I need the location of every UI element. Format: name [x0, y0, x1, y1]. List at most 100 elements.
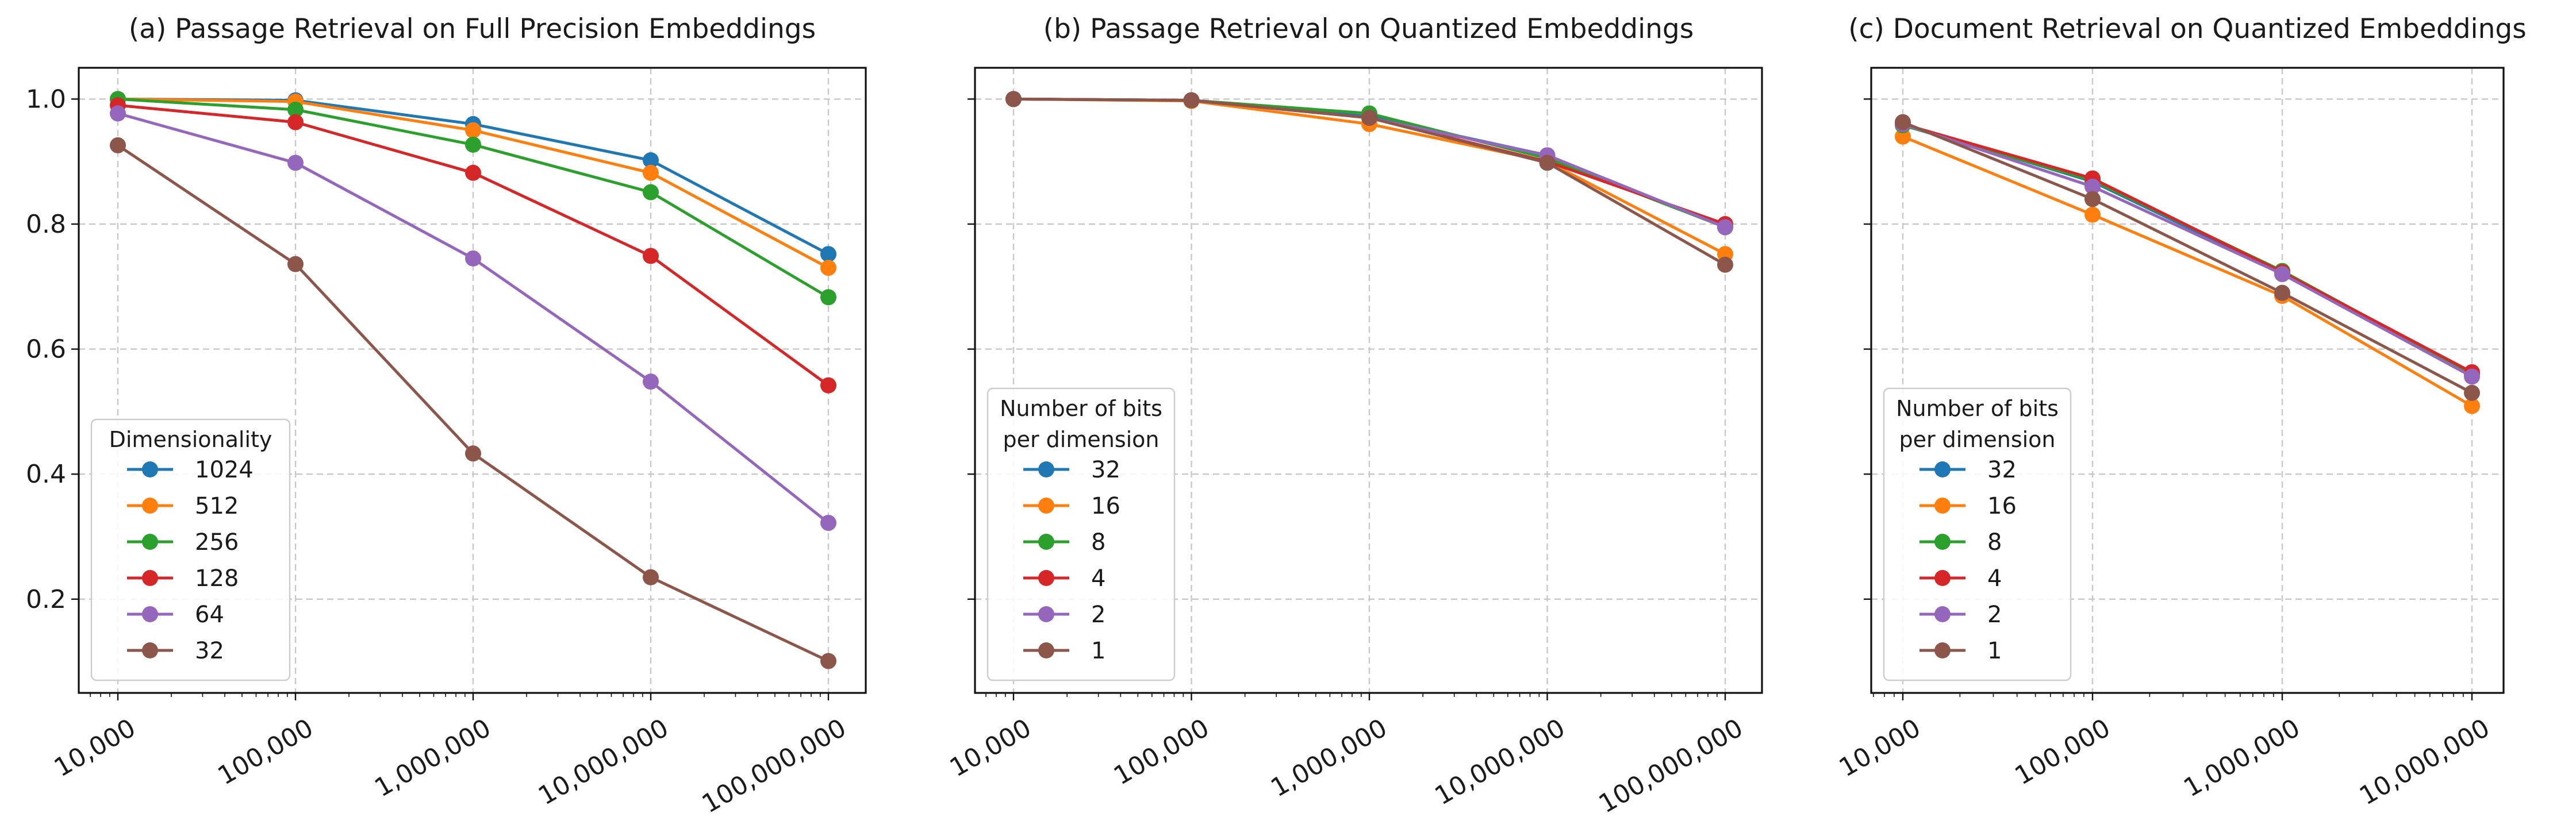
data-point	[465, 164, 481, 181]
legend-label: 128	[195, 565, 239, 592]
data-point	[643, 373, 659, 390]
data-point	[1183, 92, 1200, 109]
data-point	[820, 653, 836, 669]
legend: Number of bits per dimension 32 16 8 4 2 1	[1883, 387, 2072, 681]
legend-swatch-marker	[1038, 642, 1054, 658]
data-point	[465, 250, 481, 267]
data-point	[2464, 368, 2480, 385]
series-line	[1902, 124, 2473, 376]
legend-box	[90, 418, 291, 681]
data-point	[2084, 191, 2101, 207]
x-tick-label: 1,000,000	[1266, 713, 1392, 803]
plot-frame	[1870, 67, 2505, 694]
legend-title: per dimension	[1899, 427, 2055, 452]
data-point	[2274, 284, 2290, 301]
legend: Dimensionality 1024 512 256 128 64 32	[90, 418, 291, 681]
data-point	[1539, 155, 1556, 171]
legend-label: 256	[195, 529, 239, 556]
data-point	[110, 137, 126, 153]
x-tick-label: 100,000,000	[1594, 713, 1748, 819]
x-tick-label: 100,000	[2010, 713, 2115, 791]
data-point	[820, 260, 836, 276]
data-point	[820, 246, 836, 263]
legend-label: 8	[1091, 529, 1105, 556]
legend-label: 8	[1987, 529, 2002, 556]
legend-label: 16	[1987, 493, 2017, 519]
series-1	[1895, 114, 2480, 401]
legend-swatch-marker	[142, 606, 158, 622]
data-point	[2084, 206, 2101, 223]
series-32	[110, 137, 836, 669]
series-line	[1902, 122, 2473, 378]
legend-label: 4	[1091, 565, 1105, 592]
series-8	[1895, 117, 2480, 383]
legend-swatch-marker	[1934, 534, 1951, 550]
legend-title: Dimensionality	[109, 427, 272, 452]
data-point	[287, 114, 304, 130]
data-point	[820, 377, 836, 394]
series-16	[1895, 128, 2480, 414]
data-point	[1717, 256, 1733, 273]
data-point	[1895, 128, 1911, 145]
x-tick-label: 10,000,000	[533, 713, 674, 811]
legend-label: 512	[195, 493, 239, 519]
data-point	[287, 256, 304, 272]
legend-swatch-marker	[1038, 498, 1054, 514]
legend-box	[986, 387, 1176, 681]
series-line	[1902, 122, 2473, 376]
data-point	[820, 515, 836, 531]
series-2	[1895, 115, 2480, 385]
data-point	[1361, 110, 1377, 126]
legend-title: Number of bits	[1896, 396, 2059, 421]
legend-label: 32	[195, 638, 224, 664]
data-point	[110, 105, 126, 122]
x-tick-label: 100,000	[1109, 713, 1214, 791]
data-point	[643, 569, 659, 585]
y-tick-label: 0.8	[26, 210, 66, 239]
legend-swatch-marker	[142, 461, 158, 477]
series-line	[1902, 122, 2473, 374]
x-tick-label: 100,000	[213, 713, 318, 791]
legend-label: 2	[1987, 602, 2002, 628]
x-tick-label: 1,000,000	[2179, 713, 2305, 803]
legend-swatch-marker	[142, 498, 158, 514]
legend-swatch-marker	[1038, 461, 1054, 477]
plot-frame	[78, 67, 867, 694]
y-tick-label: 0.4	[26, 460, 66, 489]
x-tick-label: 10,000	[1834, 713, 1926, 783]
legend-label: 32	[1091, 457, 1120, 483]
legend-swatch-marker	[1038, 534, 1054, 550]
x-tick-label: 10,000	[49, 713, 141, 783]
data-point	[643, 248, 659, 264]
x-tick-label: 100,000,000	[697, 713, 851, 819]
panel-title: (a) Passage Retrieval on Full Precision …	[129, 13, 816, 45]
data-point	[2464, 384, 2480, 401]
panel-title: (c) Document Retrieval on Quantized Embe…	[1848, 13, 2526, 45]
legend: Number of bits per dimension 32 16 8 4 2 1	[986, 387, 1176, 681]
y-tick-label: 0.6	[26, 335, 66, 364]
data-point	[2464, 398, 2480, 414]
panel-3: (c) Document Retrieval on Quantized Embe…	[1834, 13, 2527, 811]
x-tick-label: 1,000,000	[370, 713, 496, 803]
legend-label: 32	[1987, 457, 2017, 483]
y-tick-label: 1.0	[26, 84, 66, 114]
legend-swatch-marker	[1038, 570, 1054, 586]
legend-swatch-marker	[1038, 606, 1054, 622]
legend-swatch-marker	[1934, 606, 1951, 622]
legend-swatch-marker	[1934, 570, 1951, 586]
series-1	[1005, 91, 1733, 273]
legend-label: 4	[1987, 565, 2002, 592]
data-point	[2084, 178, 2101, 195]
data-point	[1895, 114, 1911, 130]
panel-1: (a) Passage Retrieval on Full Precision …	[26, 13, 867, 819]
data-point	[1005, 91, 1022, 107]
legend-box	[1883, 387, 2072, 681]
data-point	[820, 289, 836, 306]
data-point	[643, 152, 659, 169]
x-tick-label: 10,000	[945, 713, 1036, 783]
x-tick-label: 10,000,000	[2355, 713, 2495, 811]
data-point	[287, 155, 304, 171]
legend-label: 16	[1091, 493, 1120, 519]
panel-2: (b) Passage Retrieval on Quantized Embed…	[945, 13, 1763, 819]
